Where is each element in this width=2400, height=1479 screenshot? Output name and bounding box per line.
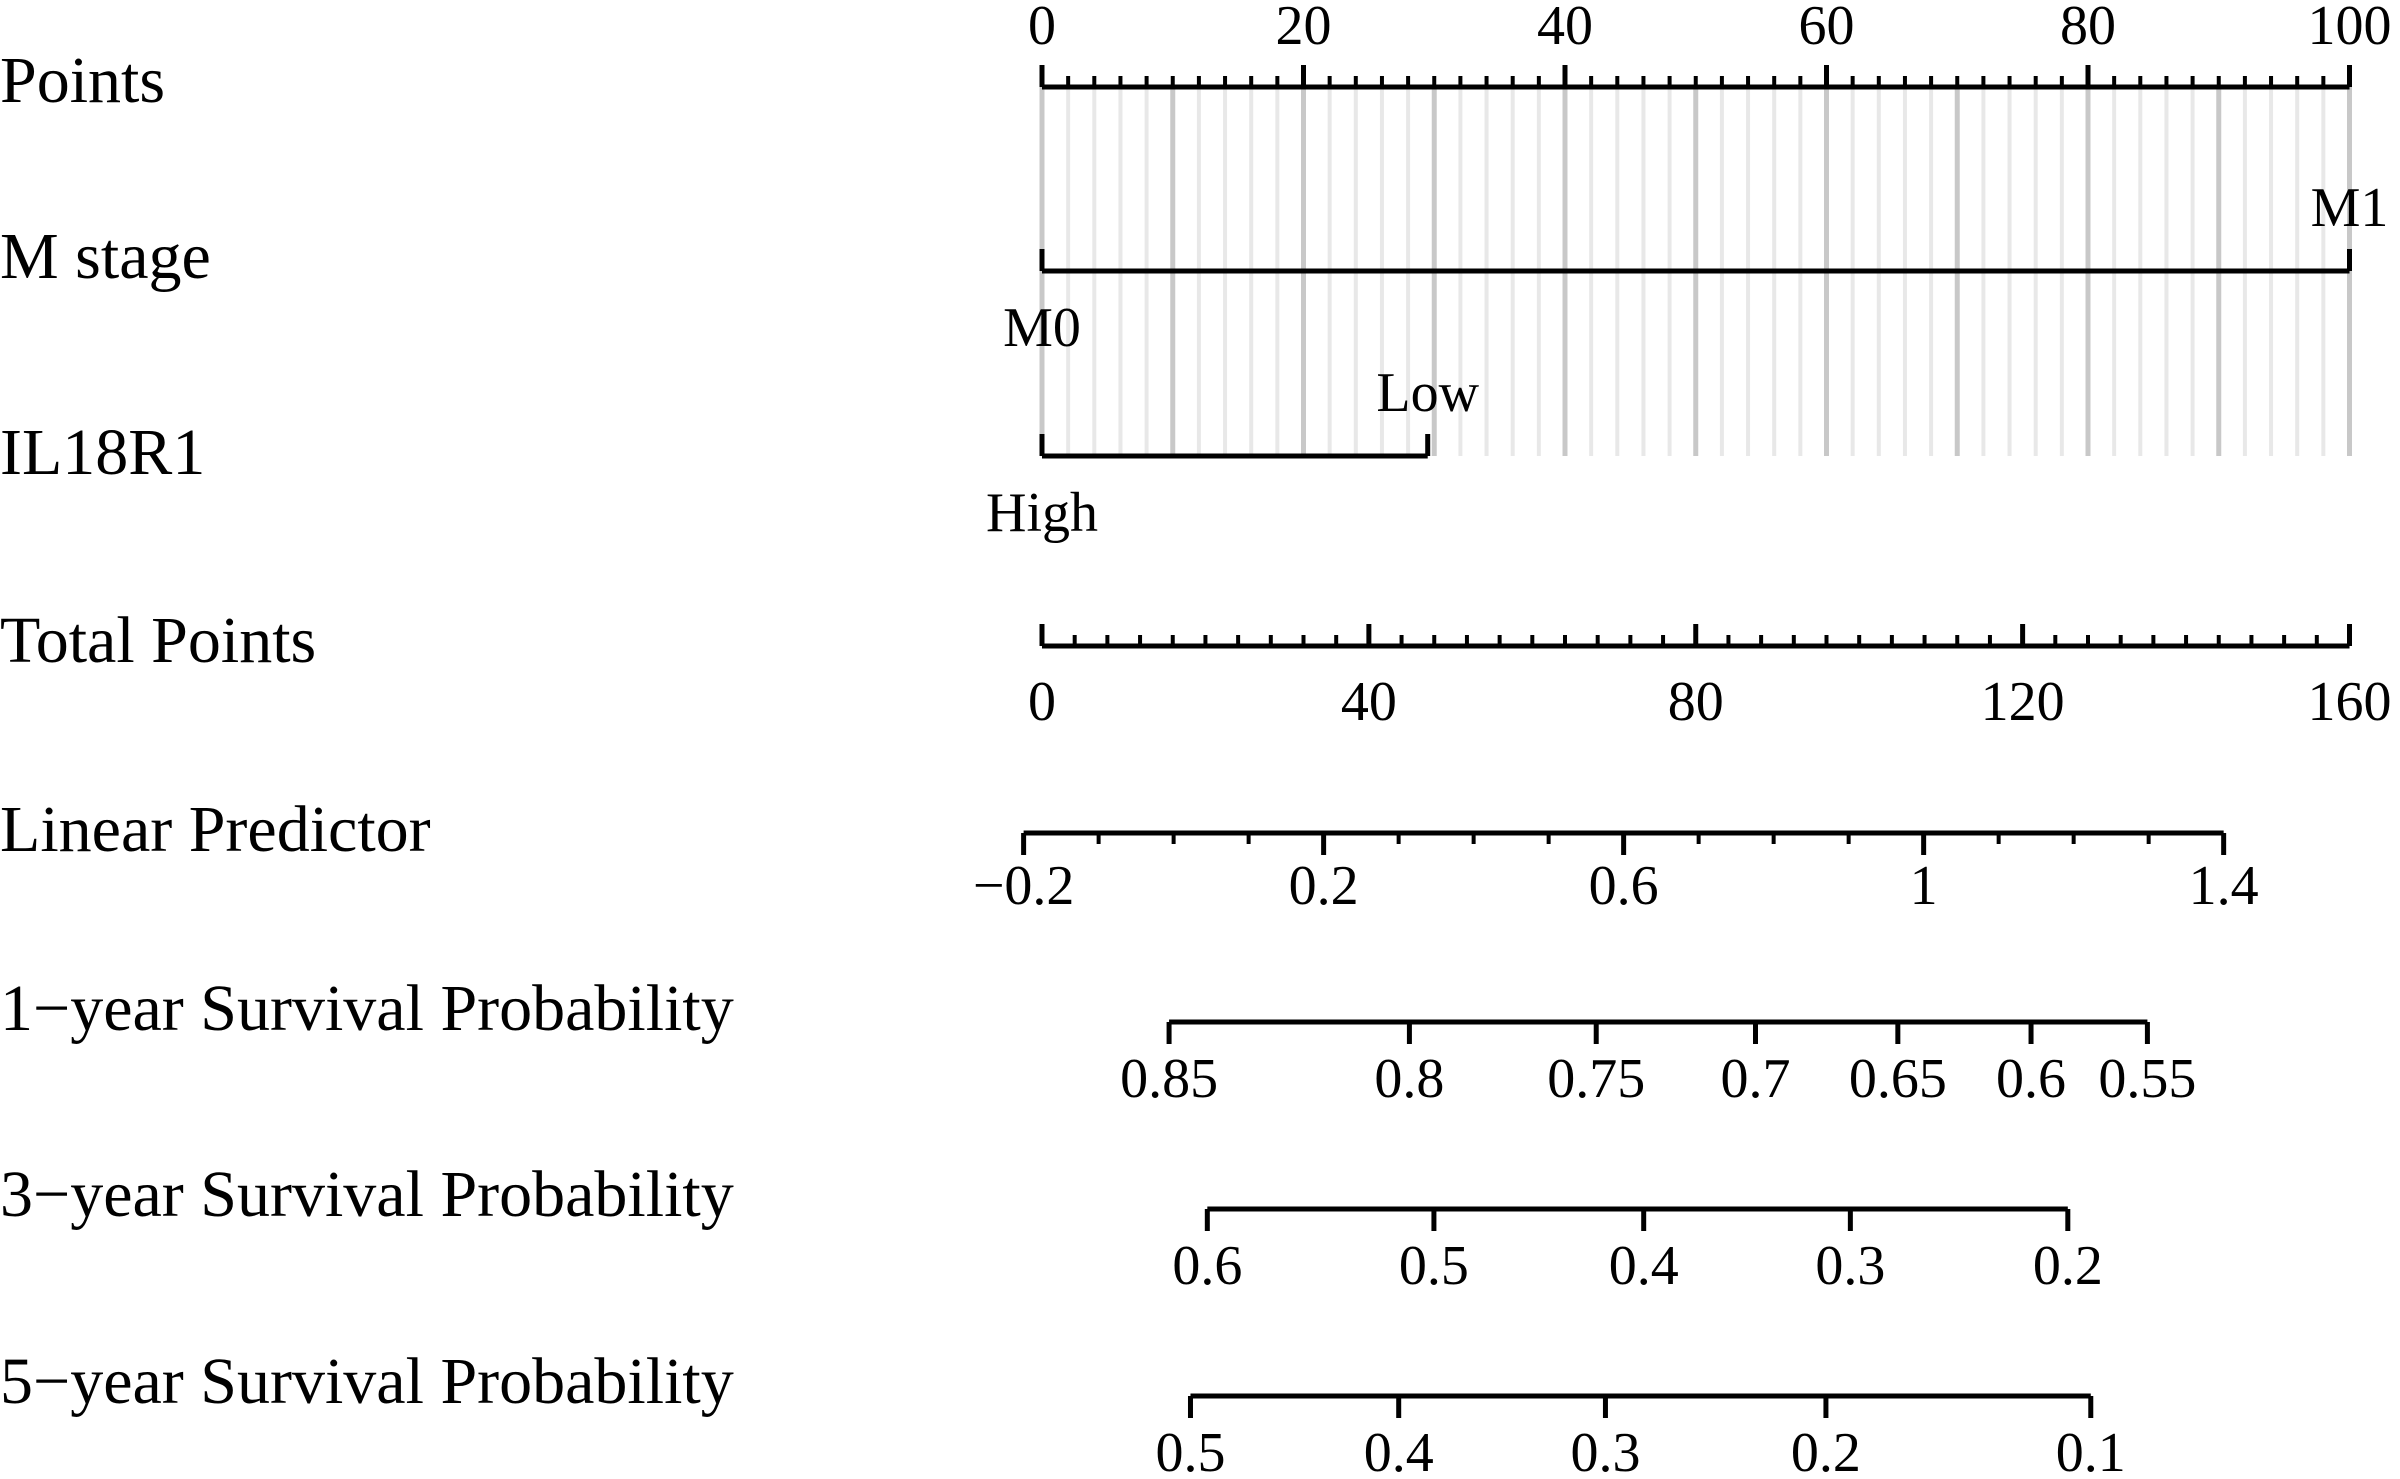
tick-label: 120 [1981,671,2065,733]
tick-label: 40 [1537,0,1593,57]
tick-label: 160 [2308,671,2392,733]
tick-label: 60 [1799,0,1855,57]
tick-label: 0.2 [2033,1235,2103,1297]
row-label: IL18R1 [0,416,205,489]
row-label: 1−year Survival Probability [0,972,734,1045]
tick-label: 0 [1028,0,1056,57]
tick-label: 0.6 [1172,1235,1242,1297]
factor-level-label: M1 [2311,177,2389,239]
row-label: M stage [0,220,211,293]
tick-label: 0.6 [1996,1048,2066,1110]
tick-label: 0.1 [2056,1422,2126,1479]
tick-label: 0.3 [1815,1235,1885,1297]
factor-level-label: Low [1376,362,1479,424]
tick-label: 40 [1341,671,1397,733]
tick-label: 0.8 [1374,1048,1444,1110]
tick-label: 80 [1668,671,1724,733]
tick-label: 80 [2060,0,2116,57]
factor-level-label: M0 [1003,297,1081,359]
tick-label: 0.4 [1609,1235,1679,1297]
tick-label: 0.7 [1720,1048,1790,1110]
tick-label: 0.2 [1289,855,1359,917]
tick-label: 0.4 [1364,1422,1434,1479]
row-label: Total Points [0,604,316,677]
tick-label: 0.85 [1120,1048,1218,1110]
tick-label: 0.75 [1547,1048,1645,1110]
tick-label: 0.6 [1589,855,1659,917]
tick-label: 1.4 [2189,855,2259,917]
row-label: Points [0,44,165,117]
tick-label: 20 [1276,0,1332,57]
tick-label: 0.2 [1791,1422,1861,1479]
tick-label: 0.3 [1570,1422,1640,1479]
row-label: 3−year Survival Probability [0,1158,734,1231]
tick-label: 0.5 [1399,1235,1469,1297]
factor-level-label: High [986,482,1098,544]
tick-label: −0.2 [973,855,1075,917]
tick-label: 1 [1910,855,1938,917]
tick-label: 100 [2308,0,2392,57]
row-label: 5−year Survival Probability [0,1345,734,1418]
tick-label: 0.5 [1155,1422,1225,1479]
tick-label: 0.55 [2098,1048,2196,1110]
tick-label: 0 [1028,671,1056,733]
row-label: Linear Predictor [0,793,431,866]
tick-label: 0.65 [1849,1048,1947,1110]
